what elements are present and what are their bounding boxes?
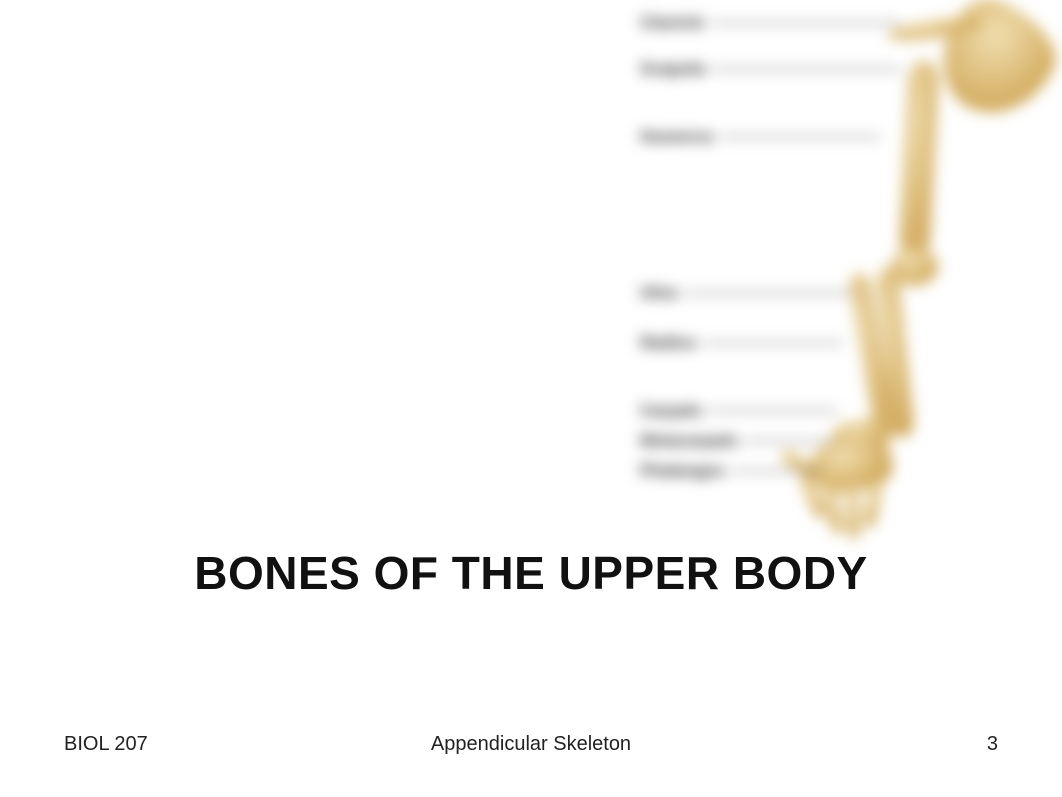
leader-line	[744, 440, 834, 442]
diagram-label: Metacarpals	[640, 430, 834, 452]
diagram-label: Humerus	[640, 126, 880, 148]
footer-topic: Appendicular Skeleton	[64, 733, 998, 756]
leader-line	[711, 68, 901, 70]
diagram-label-text: Scapula	[640, 59, 705, 79]
diagram-label-text: Humerus	[640, 127, 714, 147]
diagram-label: Phalanges	[640, 460, 821, 482]
slide-footer: BIOL 207 Appendicular Skeleton 3	[64, 733, 998, 759]
diagram-label: Carpals	[640, 400, 838, 422]
diagram-label-text: Carpals	[640, 401, 702, 421]
diagram-label: Clavicle	[640, 12, 900, 34]
leader-line	[708, 410, 838, 412]
diagram-label-text: Metacarpals	[640, 431, 738, 451]
diagram-label-text: Phalanges	[640, 461, 725, 481]
diagram-label-text: Clavicle	[640, 13, 704, 33]
diagram-label: Scapula	[640, 58, 901, 80]
leader-line	[683, 292, 853, 294]
diagram-label: Ulna	[640, 282, 853, 304]
slide: Clavicle Scapula Humerus Ulna Radius Carpals M…	[0, 0, 1062, 797]
leader-line	[720, 136, 880, 138]
finger-3	[846, 484, 860, 539]
leader-line	[710, 22, 900, 24]
footer-page-number: 3	[987, 733, 998, 756]
slide-title: BONES OF THE UPPER BODY	[0, 546, 1062, 600]
diagram-label-text: Ulna	[640, 283, 677, 303]
leader-line	[703, 342, 843, 344]
diagram-label-text: Radius	[640, 333, 697, 353]
arm-skeleton-diagram: Clavicle Scapula Humerus Ulna Radius Carpals M…	[632, 0, 1062, 530]
diagram-label: Radius	[640, 332, 843, 354]
humerus-bone	[899, 59, 939, 260]
leader-line	[731, 470, 821, 472]
